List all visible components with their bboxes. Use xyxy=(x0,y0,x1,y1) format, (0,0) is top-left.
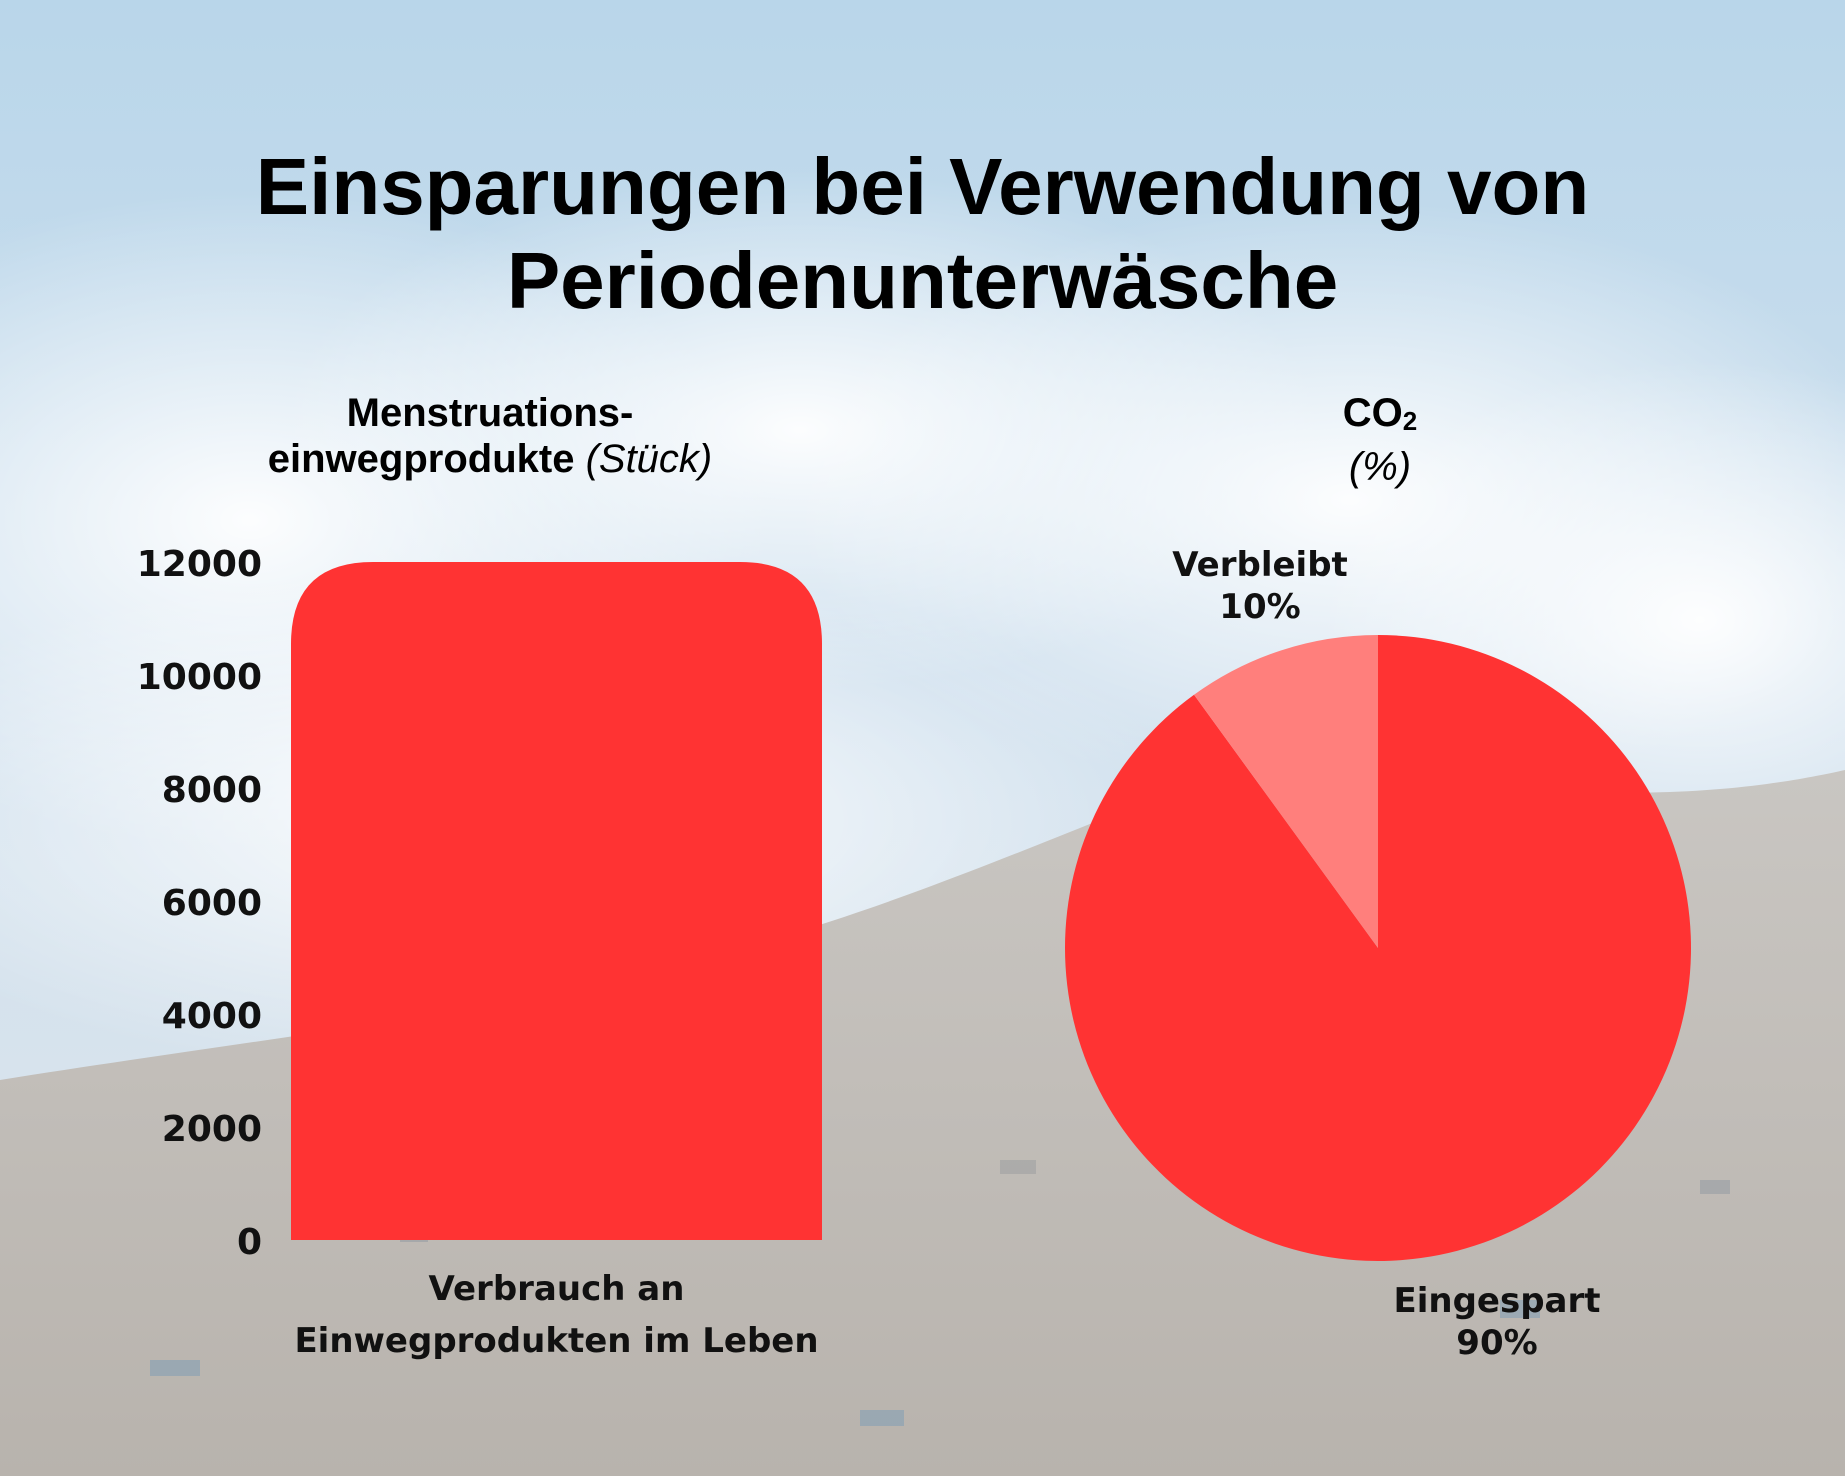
pie-slice xyxy=(1194,635,1378,948)
pie-title-unit: (%) xyxy=(1348,445,1412,489)
pie-slice-label: Eingespart xyxy=(1393,1281,1600,1321)
title-line-1: Einsparungen bei Verwendung von xyxy=(255,142,1590,231)
y-tick-label: 8000 xyxy=(162,770,262,811)
bar xyxy=(291,562,822,1240)
y-tick-label: 0 xyxy=(237,1222,262,1263)
pie-slice-label: Verbleibt xyxy=(1172,545,1348,585)
y-tick-label: 10000 xyxy=(137,657,262,698)
y-tick-label: 6000 xyxy=(162,883,262,924)
x-category-label: Einwegprodukten im Leben xyxy=(294,1321,818,1361)
y-tick-label: 4000 xyxy=(162,996,262,1037)
y-tick-label: 2000 xyxy=(162,1109,262,1150)
bar-title-unit: (Stück) xyxy=(585,437,713,481)
bar-chart-title: Menstruations- einwegprodukte (Stück) xyxy=(190,390,790,482)
bar-title-line-1: Menstruations- xyxy=(346,391,634,435)
title-line-2: Periodenunterwäsche xyxy=(506,236,1339,325)
pie-slice-value-label: 10% xyxy=(1219,587,1300,627)
pie-slice xyxy=(1064,635,1691,1261)
y-tick-label: 12000 xyxy=(137,544,262,585)
pie-title-subscript: 2 xyxy=(1402,406,1418,436)
pie-title-main: CO xyxy=(1342,391,1403,435)
bar-title-line-2: einwegprodukte xyxy=(267,437,575,481)
page-title: Einsparungen bei Verwendung von Perioden… xyxy=(0,140,1845,328)
pie-chart-title: CO2 (%) xyxy=(1180,390,1580,490)
x-category-label: Verbrauch an xyxy=(429,1269,685,1309)
pie-slice-value-label: 90% xyxy=(1456,1323,1537,1363)
